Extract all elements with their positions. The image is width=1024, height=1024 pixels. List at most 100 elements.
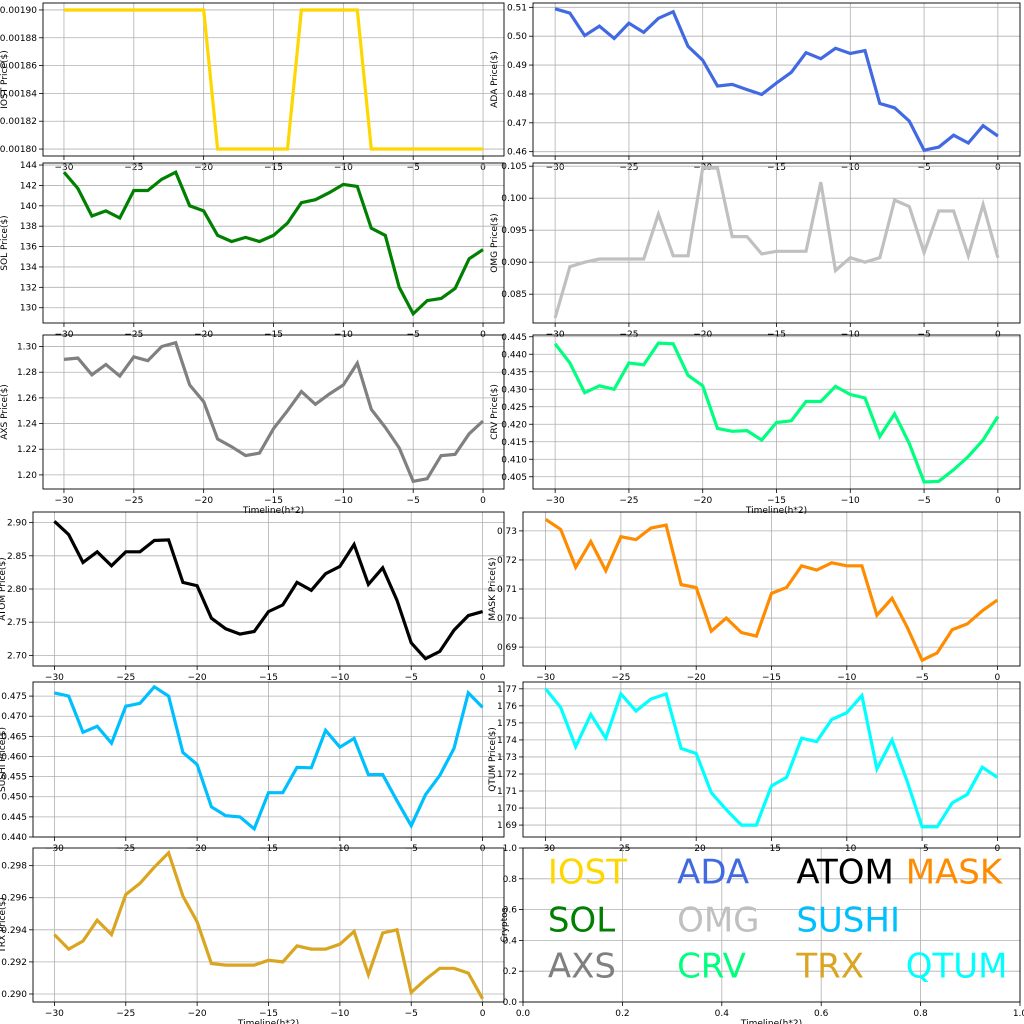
x-tick-label: −10 bbox=[330, 1009, 349, 1019]
x-tick-label: −20 bbox=[188, 673, 207, 683]
y-tick-label: 142 bbox=[20, 181, 37, 191]
x-tick-label: −5 bbox=[915, 673, 928, 683]
y-tick-label: 0.440 bbox=[1, 833, 27, 843]
y-axis-label: QTUM Price($) bbox=[488, 727, 498, 792]
y-axis-label: OMG Price($) bbox=[490, 213, 500, 272]
y-tick-label: 0.292 bbox=[1, 958, 27, 968]
x-tick-label: −20 bbox=[194, 496, 213, 506]
x-tick-label: 0 bbox=[480, 496, 486, 506]
x-tick-label: −25 bbox=[619, 496, 638, 506]
ada-price-line bbox=[554, 7, 999, 153]
crypto-label-qtum: QTUM bbox=[906, 947, 1008, 987]
x-tick-label: −15 bbox=[767, 496, 786, 506]
y-tick-label: 1.69 bbox=[497, 821, 517, 831]
legend-subplot: IOST ADA ATOM MASK SOL OMG SUSHI AXS CRV TRX QTUM 0… bbox=[500, 844, 1024, 1024]
trx-subplot: −30 −25 −20 −15 −10 −5 0 0.290 0.292 0.294 0.296 0.… bbox=[0, 847, 505, 1024]
y-tick-label: 0.415 bbox=[501, 438, 527, 448]
crv-subplot: −30 −25 −20 −15 −10 −5 0 0.405 0.410 0.415 0.420 0.… bbox=[490, 333, 1021, 516]
y-tick-label: 136 bbox=[20, 243, 37, 253]
y-tick-label: 0.51 bbox=[507, 3, 527, 13]
x-tick-label: −5 bbox=[407, 496, 420, 506]
y-axis-label: CRV Price($) bbox=[490, 384, 500, 440]
y-tick-label: 1.75 bbox=[497, 719, 517, 729]
x-tick-label: −30 bbox=[45, 673, 64, 683]
atom-price-line bbox=[53, 520, 484, 661]
y-axis-label: TRX Price($) bbox=[0, 897, 8, 953]
omg-price-line bbox=[553, 166, 1000, 319]
y-tick-label: 0.095 bbox=[501, 226, 527, 236]
y-tick-label: 1.26 bbox=[17, 394, 37, 404]
y-axis-label: ATOM Price($) bbox=[0, 557, 8, 620]
y-tick-label: 1.72 bbox=[497, 770, 517, 780]
x-tick-label: 1.0 bbox=[1013, 1009, 1024, 1019]
y-tick-label: 2.90 bbox=[7, 519, 27, 529]
crypto-label-crv: CRV bbox=[677, 947, 746, 987]
y-tick-label: 1.76 bbox=[497, 702, 517, 712]
y-tick-label: 2.70 bbox=[7, 651, 27, 661]
plot-frame bbox=[522, 847, 1021, 1003]
y-tick-label: 134 bbox=[20, 263, 37, 273]
y-tick-label: 0.420 bbox=[501, 420, 527, 430]
crv-price-line bbox=[553, 341, 1000, 484]
y-axis-label: SOL Price($) bbox=[0, 215, 10, 270]
y-tick-label: 1.20 bbox=[17, 471, 37, 481]
x-tick-label: −5 bbox=[917, 496, 930, 506]
y-axis-label: AXS Price($) bbox=[0, 384, 10, 440]
sushi-price-line bbox=[54, 684, 484, 832]
y-tick-label: 0.00184 bbox=[0, 89, 37, 99]
y-tick-label: 0.73 bbox=[497, 527, 517, 537]
y-tick-label: 2.80 bbox=[7, 585, 27, 595]
y-tick-label: 0.475 bbox=[1, 692, 27, 702]
y-tick-label: 0.410 bbox=[501, 455, 527, 465]
y-tick-label: 0.085 bbox=[501, 290, 527, 300]
crypto-label-sol: SOL bbox=[548, 900, 615, 940]
x-tick-label: 0.0 bbox=[516, 1009, 531, 1019]
y-tick-label: 0.69 bbox=[497, 643, 517, 653]
x-tick-label: −10 bbox=[334, 496, 353, 506]
x-tick-label: −20 bbox=[687, 673, 706, 683]
omg-subplot: −30−25−20−15−10−500.0850.0900.0950.1000.… bbox=[490, 162, 1021, 340]
y-tick-label: 0.290 bbox=[1, 990, 27, 1000]
y-tick-label: 0.460 bbox=[1, 752, 27, 762]
y-axis-label: IOST Price($) bbox=[0, 50, 10, 109]
y-tick-label: 0.100 bbox=[501, 194, 527, 204]
qtum-subplot: −30 −25 −20 −15 −10 −5 0 1.69 1.70 1.71 1.72 1.73 1.… bbox=[488, 681, 1021, 854]
x-tick-label: −20 bbox=[687, 844, 706, 854]
x-tick-label: −25 bbox=[116, 1009, 135, 1019]
x-tick-label: −25 bbox=[124, 496, 143, 506]
y-tick-label: 0.00180 bbox=[0, 145, 37, 155]
y-tick-label: 1.0 bbox=[503, 844, 518, 854]
y-tick-label: 0.405 bbox=[501, 473, 527, 483]
crypto-label-ada: ADA bbox=[677, 853, 749, 893]
crypto-label-sushi: SUSHI bbox=[796, 900, 900, 940]
y-tick-label: 2.75 bbox=[7, 618, 27, 628]
y-tick-label: 0.450 bbox=[1, 793, 27, 803]
y-tick-label: 0.455 bbox=[1, 773, 27, 783]
y-tick-label: 0.440 bbox=[501, 350, 527, 360]
sol-subplot: −30−25−20−15−10−501301321341361381401421… bbox=[0, 161, 505, 340]
x-tick-label: −20 bbox=[188, 1009, 207, 1019]
crypto-label-mask: MASK bbox=[906, 853, 1004, 893]
x-tick-label: 0 bbox=[480, 673, 486, 683]
y-tick-label: 0.298 bbox=[1, 862, 27, 872]
iost-subplot: −30−25−20−15−10−500.001800.001820.001840… bbox=[0, 2, 505, 173]
x-tick-label: −30 bbox=[546, 496, 565, 506]
crypto-label-omg: OMG bbox=[677, 900, 759, 940]
y-tick-label: 0.50 bbox=[507, 32, 527, 42]
x-tick-label: 0.6 bbox=[814, 1009, 829, 1019]
x-tick-label: −25 bbox=[116, 673, 135, 683]
y-tick-label: 0.00186 bbox=[0, 62, 37, 72]
y-axis-label: ADA Price($) bbox=[490, 51, 500, 108]
x-tick-label: −25 bbox=[611, 673, 630, 683]
y-tick-label: 2.85 bbox=[7, 552, 27, 562]
x-axis-label: Timeline(h*2) bbox=[745, 506, 807, 516]
y-tick-label: 132 bbox=[20, 283, 37, 293]
y-tick-label: 0.2 bbox=[503, 967, 517, 977]
y-tick-label: 1.22 bbox=[17, 445, 37, 455]
y-tick-label: 0.00188 bbox=[0, 34, 37, 44]
crypto-label-iost: IOST bbox=[548, 853, 627, 893]
x-tick-label: −15 bbox=[259, 1009, 278, 1019]
sushi-subplot: −30−25−20−15−10−500.4400.4450.4500.4550.… bbox=[0, 681, 505, 854]
x-tick-label: −5 bbox=[915, 844, 928, 854]
y-tick-label: 140 bbox=[20, 202, 37, 212]
